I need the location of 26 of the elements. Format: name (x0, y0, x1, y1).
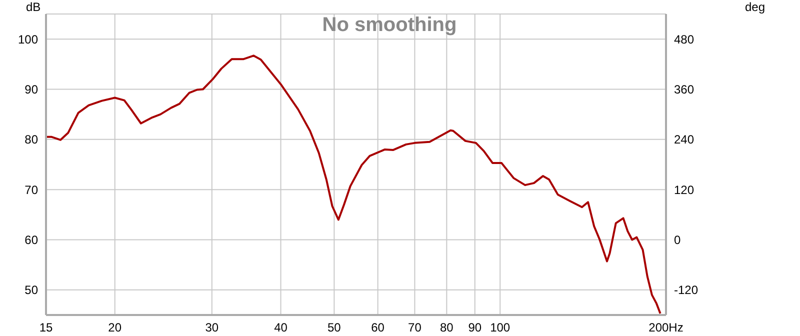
y2-tick-label: 120 (674, 182, 694, 197)
y2-tick-label: 480 (674, 32, 694, 46)
x-tick-label: 100 (490, 320, 510, 335)
y-tick-label: 90 (24, 82, 38, 97)
x-tick-label: 15 (39, 320, 53, 335)
y-tick-label: 70 (24, 182, 38, 197)
y-tick-label: 50 (24, 283, 38, 298)
x-tick-label: 200Hz (648, 320, 684, 335)
x-tick-label: 70 (408, 320, 422, 335)
x-tick-label: 50 (328, 320, 342, 335)
y-tick-label: 100 (18, 32, 38, 46)
x-tick-label: 30 (205, 320, 219, 335)
y-axis-title: dB (26, 0, 41, 14)
x-tick-label: 20 (108, 320, 122, 335)
chart-title: No smoothing (322, 14, 457, 36)
y2-tick-label: 360 (674, 82, 694, 97)
x-tick-label: 60 (371, 320, 385, 335)
y2-tick-label: -120 (674, 283, 698, 298)
x-tick-label: 80 (440, 320, 454, 335)
x-tick-label: 90 (468, 320, 482, 335)
y2-axis-title: deg (745, 0, 766, 14)
y2-tick-label: 240 (674, 132, 694, 147)
y-tick-label: 80 (24, 132, 38, 147)
x-tick-label: 40 (274, 320, 288, 335)
y-tick-label: 60 (24, 233, 38, 248)
y2-tick-label: 0 (674, 233, 681, 248)
